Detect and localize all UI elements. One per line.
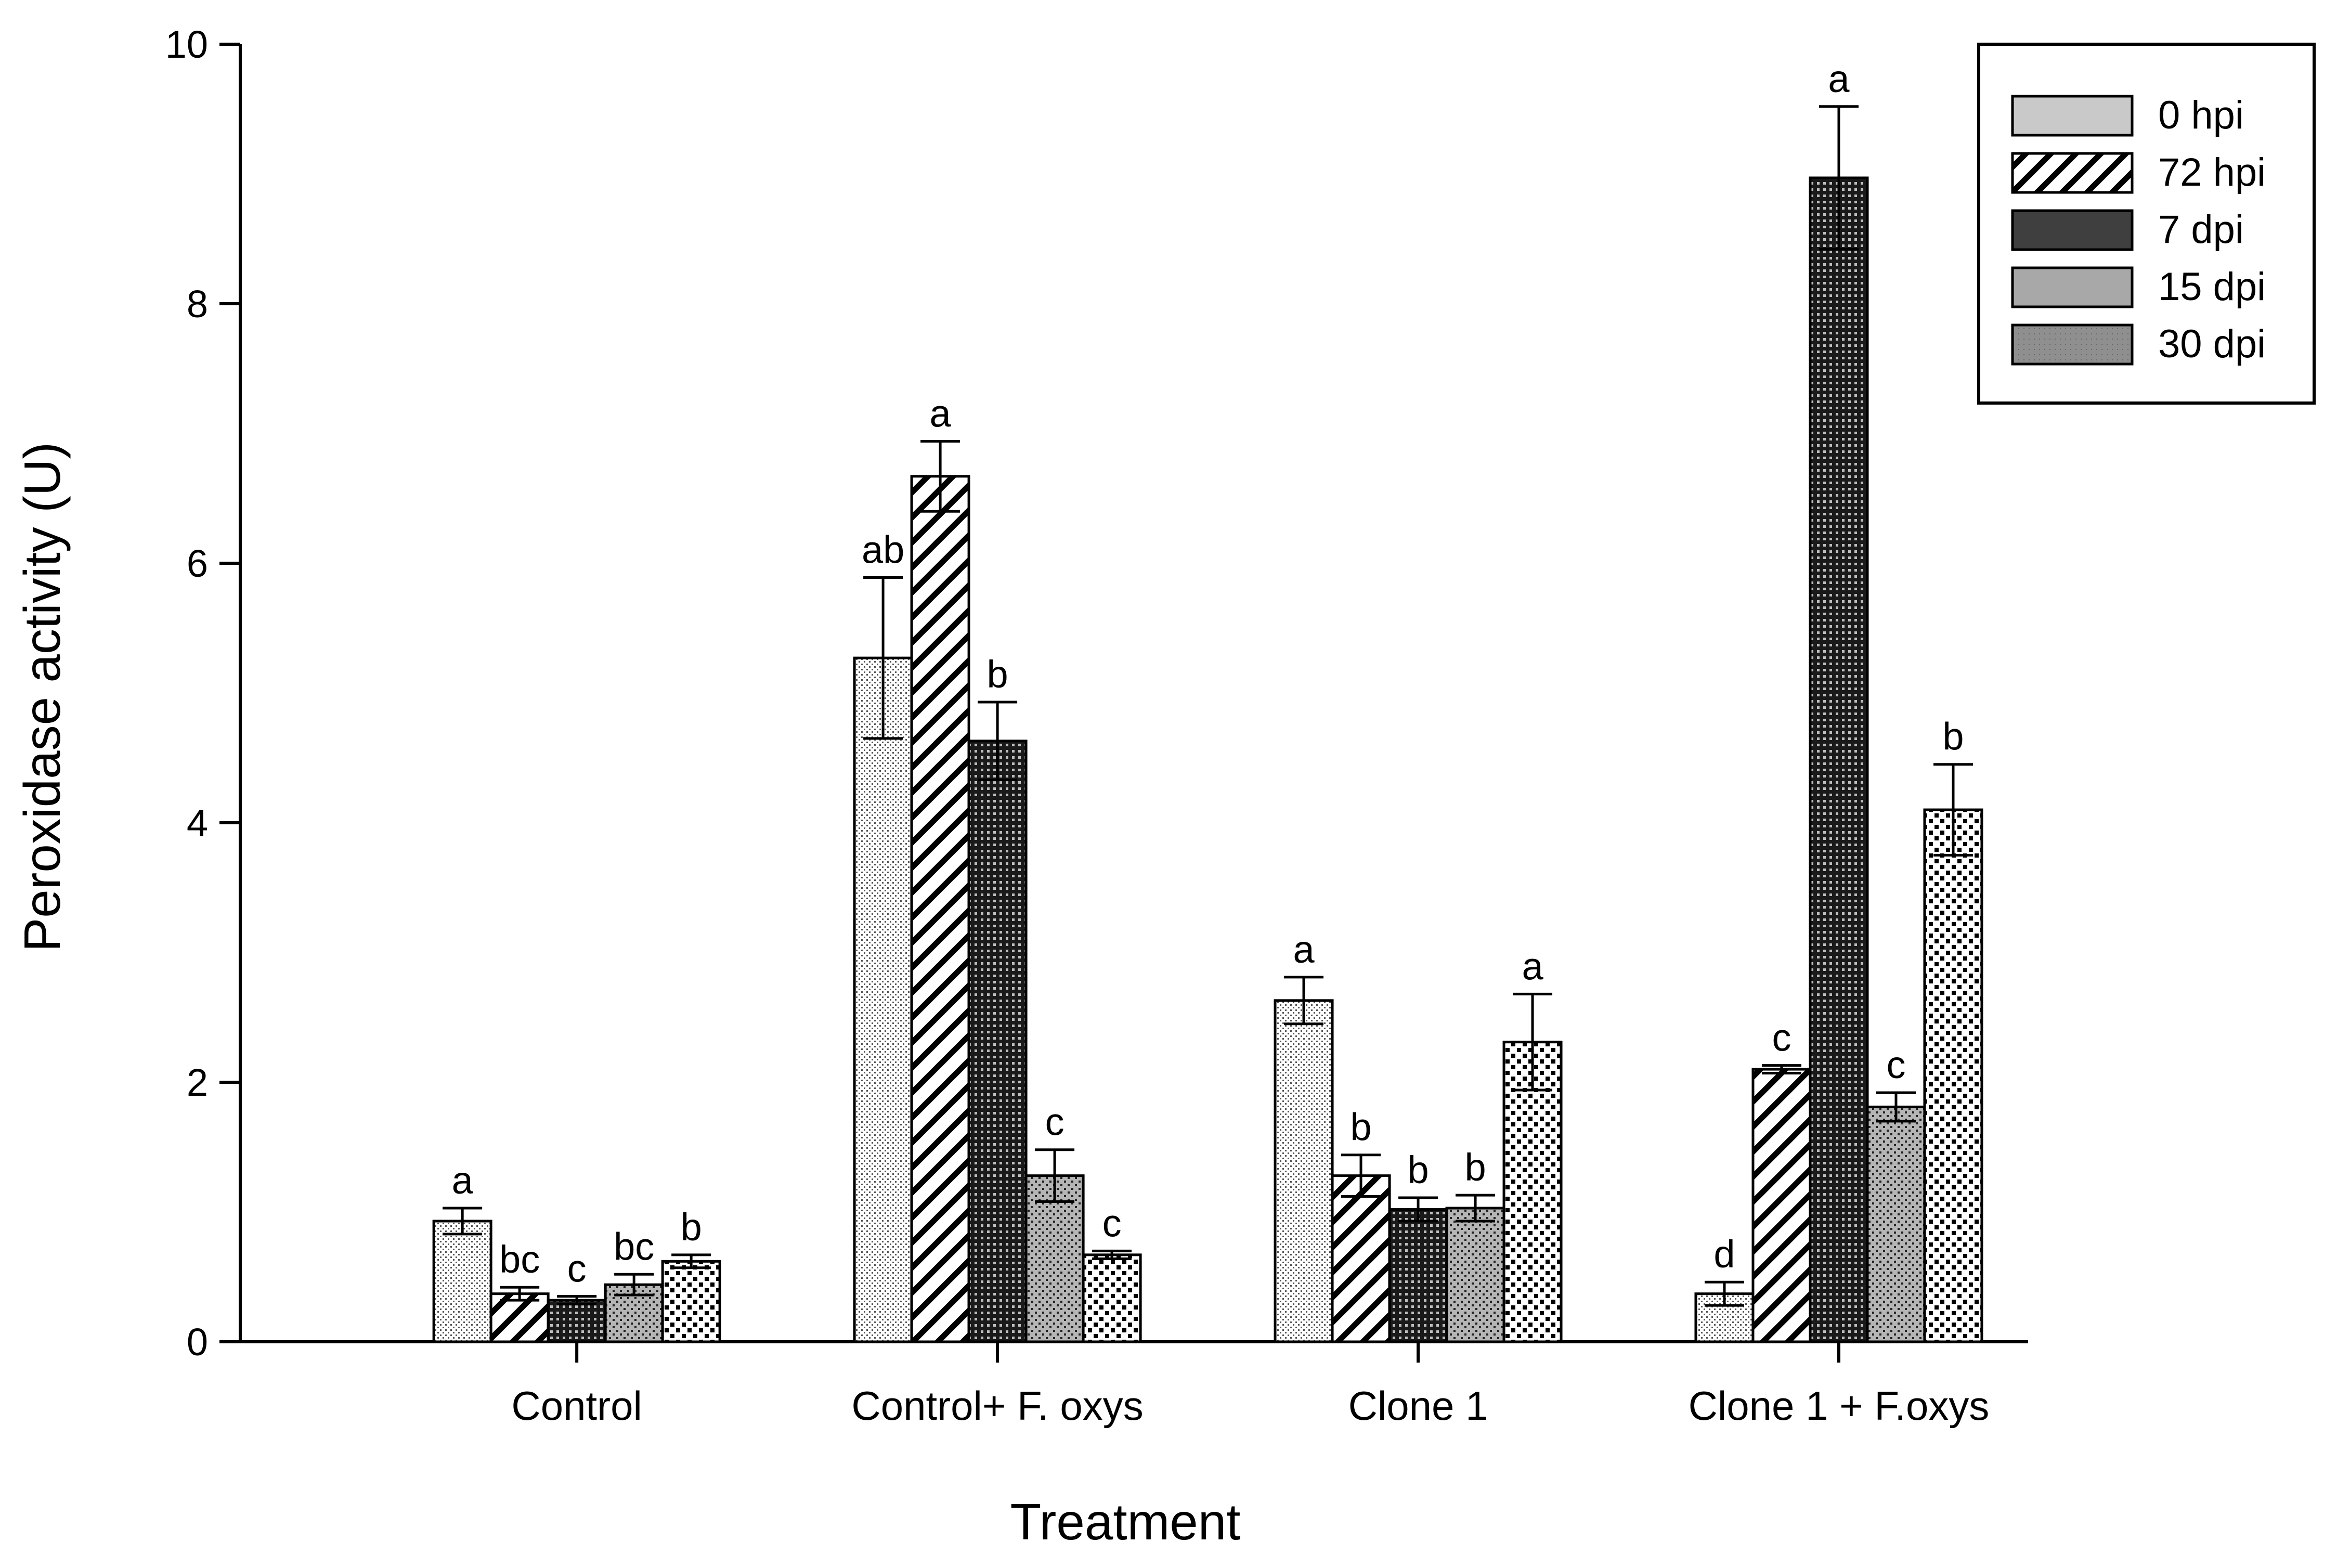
y-ticks: 0 2 4 6 8 10 xyxy=(165,23,240,1364)
bar-0-hpi xyxy=(1274,999,1334,1343)
legend-label: 7 dpi xyxy=(2158,208,2244,252)
x-category-label: Clone 1 + F.oxys xyxy=(1689,1383,1990,1429)
legend-label: 0 hpi xyxy=(2158,93,2244,137)
significance-letter: d xyxy=(1713,1233,1735,1276)
legend: 0 hpi 72 hpi 7 dpi 15 dpi 30 dpi xyxy=(1977,43,2316,405)
legend-swatch xyxy=(2011,95,2134,137)
legend-label: 72 hpi xyxy=(2158,150,2266,195)
bar-7-dpi xyxy=(967,740,1028,1343)
significance-letter: b xyxy=(681,1206,702,1249)
y-tick-label: 2 xyxy=(187,1061,208,1104)
bar-30-dpi xyxy=(661,1260,721,1343)
significance-letter: b xyxy=(1464,1146,1486,1189)
bar-30-dpi xyxy=(1082,1253,1142,1343)
bar-15-dpi xyxy=(1866,1105,1926,1343)
significance-letter: a xyxy=(452,1159,474,1202)
legend-swatch xyxy=(2011,323,2134,366)
bar-7-dpi xyxy=(1809,176,1869,1343)
y-tick-label: 8 xyxy=(187,282,208,326)
y-axis-title: Peroxidase activity (U) xyxy=(14,442,71,952)
bar-0-hpi xyxy=(432,1220,492,1343)
significance-letter: a xyxy=(1522,944,1543,988)
bar-0-hpi xyxy=(853,656,913,1343)
x-category-label: Control+ F. oxys xyxy=(851,1383,1143,1429)
significance-letter: bc xyxy=(614,1225,654,1268)
significance-letter: b xyxy=(1942,715,1964,758)
legend-swatch xyxy=(2011,209,2134,251)
bar-7-dpi xyxy=(1388,1208,1448,1343)
y-tick-label: 4 xyxy=(187,801,208,845)
legend-swatch xyxy=(2011,266,2134,308)
significance-letter: ab xyxy=(862,528,904,571)
x-category-label: Control xyxy=(511,1383,642,1429)
bar-15-dpi xyxy=(1445,1207,1505,1343)
legend-swatch xyxy=(2011,152,2134,194)
significance-letter: c xyxy=(567,1247,587,1290)
legend-label: 30 dpi xyxy=(2158,322,2266,366)
significance-letter: c xyxy=(1886,1043,1905,1086)
significance-letter: b xyxy=(987,653,1008,696)
bar-30-dpi xyxy=(1502,1041,1563,1343)
x-category-label: Clone 1 xyxy=(1348,1383,1488,1429)
legend-label: 15 dpi xyxy=(2158,265,2266,309)
x-category-labels: Control Control+ F. oxys Clone 1 Clone 1 + … xyxy=(511,1342,1989,1429)
y-tick-label: 10 xyxy=(165,23,208,66)
significance-letter: c xyxy=(1045,1100,1064,1144)
significance-letter: b xyxy=(1407,1148,1429,1191)
significance-letter: a xyxy=(1828,57,1850,100)
bar-30-dpi xyxy=(1923,808,1983,1343)
significance-letter: a xyxy=(930,392,952,435)
y-tick-label: 0 xyxy=(187,1320,208,1364)
significance-letter: c xyxy=(1772,1016,1791,1059)
y-tick-label: 6 xyxy=(187,542,208,585)
significance-letter: bc xyxy=(499,1238,540,1281)
bar-72-hpi xyxy=(1331,1174,1391,1343)
bar-72-hpi xyxy=(910,475,970,1343)
bar-72-hpi xyxy=(489,1292,550,1343)
significance-letter: a xyxy=(1293,928,1315,971)
significance-letter: c xyxy=(1102,1201,1122,1245)
x-axis-title: Treatment xyxy=(1010,1493,1241,1550)
bar-15-dpi xyxy=(1024,1174,1085,1343)
significance-letter: b xyxy=(1350,1106,1371,1149)
bar-72-hpi xyxy=(1751,1068,1812,1343)
bar-7-dpi xyxy=(547,1299,607,1343)
